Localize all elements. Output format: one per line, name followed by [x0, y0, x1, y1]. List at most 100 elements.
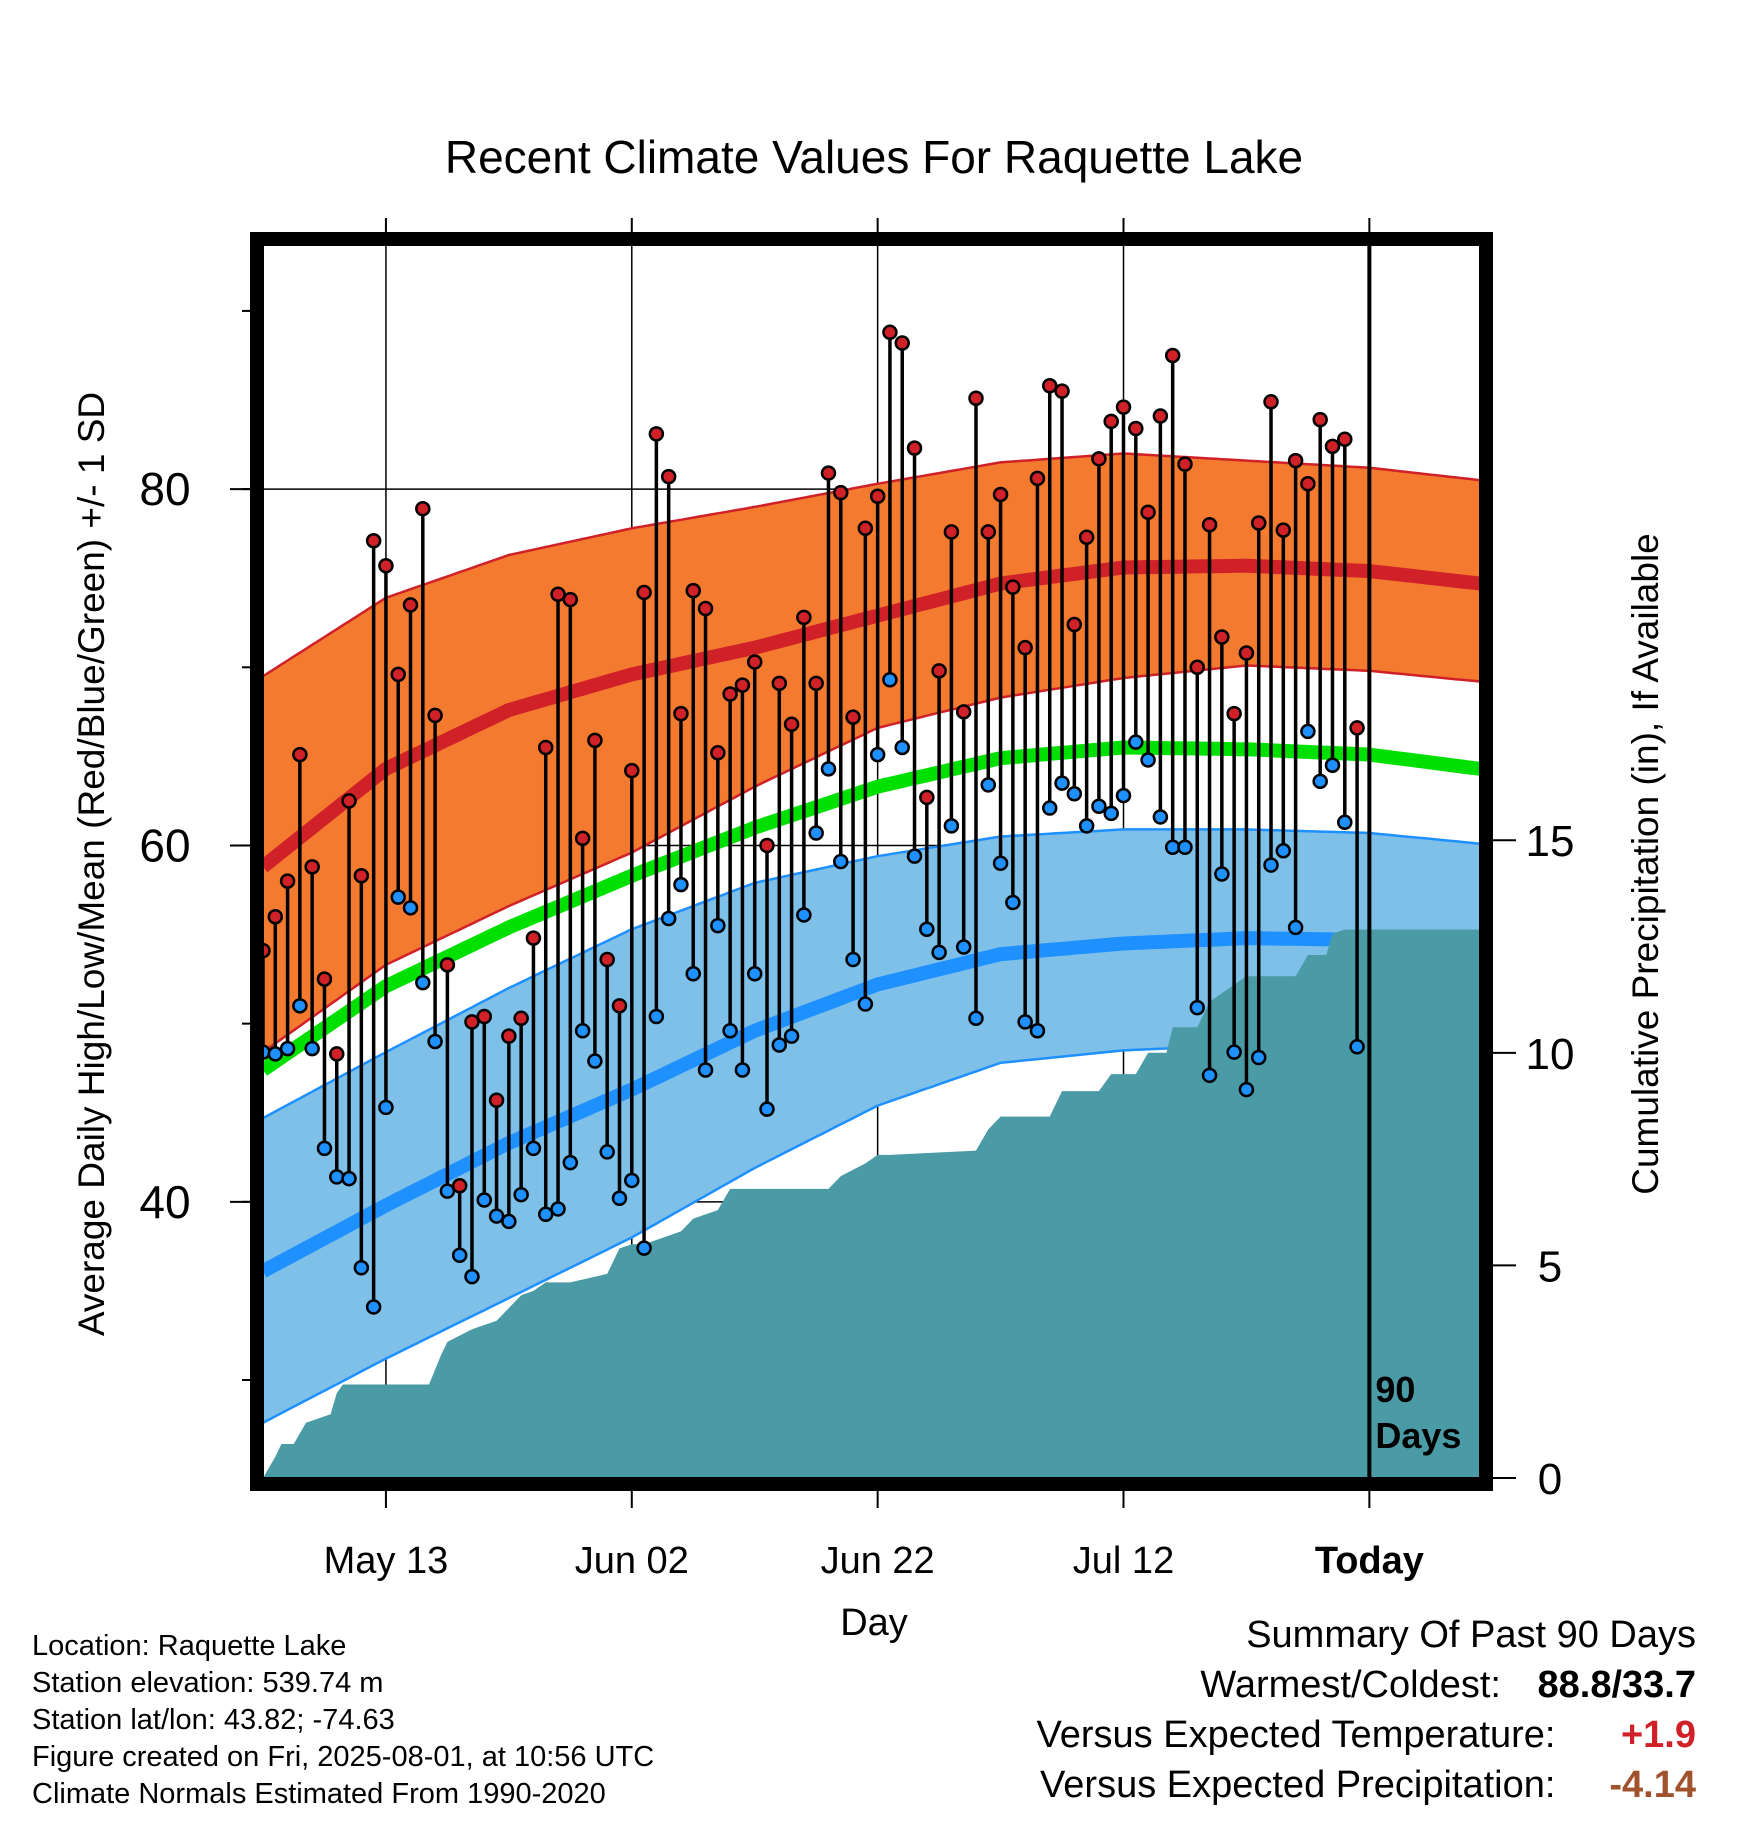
latlon-text: Station lat/lon: 43.82; -74.63 [32, 1704, 395, 1736]
daily-low-point [537, 1206, 554, 1223]
daily-low-point [882, 672, 898, 688]
daily-high-point [1115, 399, 1132, 415]
daily-high-point [537, 739, 554, 756]
daily-low-point [1287, 919, 1304, 936]
daily-high-point [599, 951, 615, 968]
daily-low-point [624, 1172, 640, 1189]
daily-low-point [599, 1144, 615, 1160]
daily-high-point [648, 426, 665, 442]
daily-high-point [1263, 394, 1279, 410]
daily-low-point [968, 1010, 984, 1027]
daily-low-point [316, 1140, 333, 1157]
daily-high-point [783, 716, 800, 733]
daily-low-point [304, 1040, 320, 1057]
daily-low-point [1263, 857, 1279, 873]
daily-high-point [624, 762, 640, 779]
summary-title: Summary Of Past 90 Days [1246, 1614, 1696, 1656]
daily-low-point [415, 974, 431, 991]
x-axis-label: Day [840, 1602, 908, 1644]
daily-low-point [1152, 809, 1169, 825]
daily-high-point [501, 1028, 517, 1044]
daily-high-point [550, 586, 566, 602]
daily-high-point [1041, 378, 1058, 394]
daily-high-point [968, 390, 984, 406]
daily-low-point [1128, 734, 1144, 750]
mean-line [263, 740, 1480, 1076]
y-tick-label: 60 [139, 819, 190, 871]
x-tick-label: Today [1315, 1540, 1424, 1582]
daily-low-point [427, 1033, 443, 1050]
daily-high-point [427, 707, 443, 724]
daily-low-point [1041, 800, 1058, 816]
daily-high-point [562, 591, 579, 608]
daily-high-point [869, 488, 886, 504]
daily-high-point [329, 1046, 345, 1062]
daily-high-point [906, 440, 923, 456]
daily-high-point [1103, 413, 1119, 430]
daily-high-point [771, 675, 788, 692]
precip-value: -4.14 [1609, 1764, 1696, 1806]
daily-high-point [1250, 515, 1267, 531]
daily-high-point [365, 533, 382, 549]
daily-high-point [685, 582, 702, 599]
daily-low-point [341, 1170, 357, 1187]
y2-tick-label: 10 [1526, 1030, 1575, 1079]
daily-low-point [906, 848, 923, 864]
daily-low-point [992, 855, 1009, 872]
daily-low-point [1214, 866, 1230, 882]
daily-high-point [1017, 639, 1033, 656]
daily-low-point [734, 1062, 751, 1078]
daily-low-point [685, 966, 702, 982]
daily-high-point [353, 868, 370, 884]
daily-high-point [857, 520, 874, 537]
daily-high-point [833, 484, 849, 501]
daily-low-point [1189, 999, 1206, 1016]
daily-high-point [722, 686, 738, 702]
daily-high-point [746, 654, 763, 670]
y2-tick-label: 5 [1538, 1242, 1562, 1291]
daily-high-point [894, 335, 910, 351]
y2-axis-label: Cumulative Precipitation (in), If Availa… [1625, 533, 1666, 1195]
daily-high-point [955, 704, 972, 720]
daily-low-point [292, 998, 308, 1014]
x-tick-label: Jul 12 [1073, 1540, 1174, 1582]
daily-low-point [783, 1028, 800, 1044]
daily-high-point [1189, 659, 1206, 676]
daily-high-point [992, 486, 1009, 503]
daily-low-point [1078, 818, 1095, 834]
daily-low-point [648, 1008, 665, 1025]
daily-high-point [1066, 616, 1083, 633]
y2-tick-label: 0 [1538, 1455, 1562, 1504]
daily-high-point [808, 675, 824, 692]
daily-high-point [1152, 408, 1169, 424]
daily-low-point [513, 1186, 529, 1203]
daily-low-point [611, 1190, 628, 1207]
precip-label: Versus Expected Precipitation: [1040, 1764, 1556, 1806]
daily-high-point [943, 524, 960, 540]
x-tick-label: Jun 02 [575, 1540, 689, 1582]
daily-high-point [513, 1010, 529, 1027]
temp-label: Versus Expected Temperature: [1036, 1714, 1556, 1756]
daily-low-point [1238, 1081, 1255, 1098]
daily-high-point [636, 584, 652, 601]
daily-high-point [882, 324, 898, 341]
precip-area [263, 929, 1480, 1478]
daily-low-point [1275, 843, 1292, 859]
daily-high-point [980, 524, 997, 540]
daily-high-point [1226, 705, 1242, 722]
daily-low-point [919, 921, 935, 937]
today-marker-label: Days [1375, 1415, 1461, 1456]
plot-area: 90 Days [263, 245, 1480, 1478]
daily-low-point [1337, 814, 1353, 831]
daily-high-point [759, 837, 775, 854]
daily-low-point [574, 1023, 591, 1039]
daily-low-point [1103, 805, 1119, 822]
daily-high-point [660, 468, 677, 485]
daily-high-point [1091, 451, 1107, 467]
daily-high-point [279, 873, 296, 889]
daily-low-point [1029, 1023, 1046, 1039]
daily-high-point [402, 597, 419, 613]
daily-high-point [796, 609, 812, 626]
daily-low-point [390, 889, 406, 905]
